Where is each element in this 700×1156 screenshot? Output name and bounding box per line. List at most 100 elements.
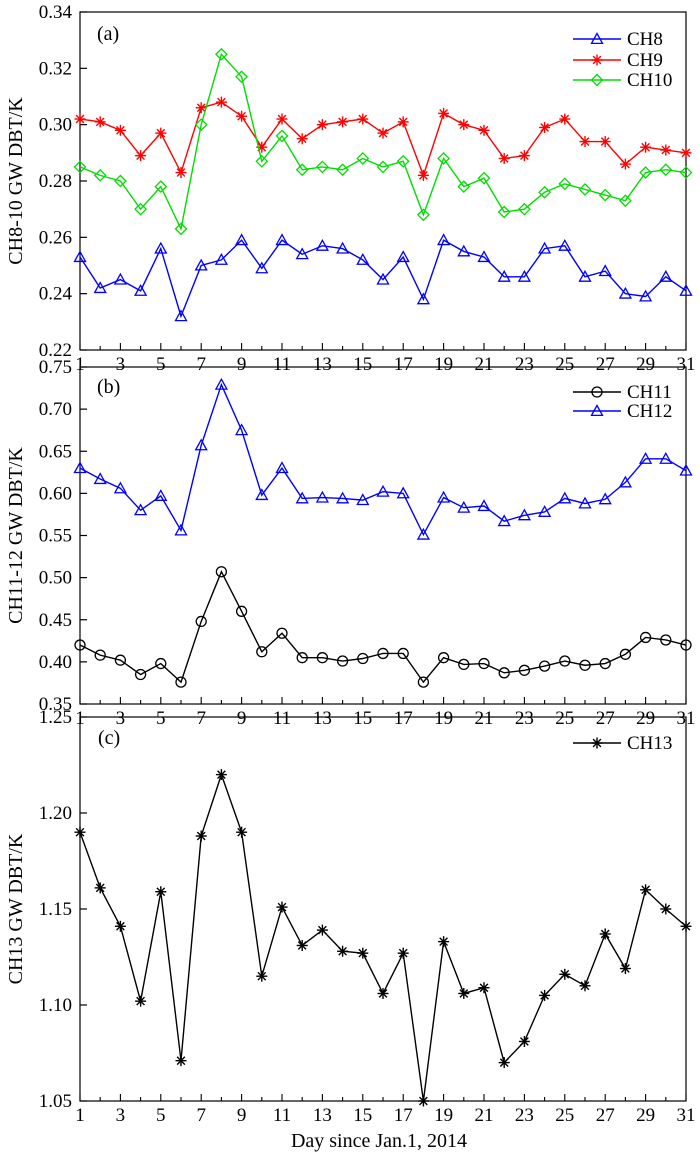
series-CH12-line: [79, 382, 687, 537]
series-CH9-point: [498, 152, 510, 164]
series-CH10-point: [154, 180, 168, 194]
series-CH11-point: [74, 639, 86, 651]
series-CH13-point: [256, 970, 268, 982]
series-CH9-point: [438, 107, 450, 119]
series-CH8-point: [659, 269, 673, 282]
series-CH11-point: [498, 667, 510, 679]
legend-CH11: CH11: [573, 382, 672, 403]
series-CH12-point: [436, 490, 451, 503]
panel-1-xtick-label: 19: [434, 708, 453, 729]
series-CH13-point: [195, 830, 207, 842]
panel-1-ytick-label: 0.50: [39, 568, 72, 589]
series-CH8-point: [255, 261, 269, 274]
series-CH9-point: [135, 150, 147, 162]
series-CH11-point: [518, 664, 531, 676]
panel-2-ytick-label: 1.20: [39, 803, 72, 824]
series-CH9-line: [79, 101, 687, 178]
series-CH12-point: [598, 492, 612, 505]
panel-0-ytick-label: 0.34: [39, 2, 73, 23]
series-CH10-point: [477, 171, 491, 185]
series-CH12-point: [618, 475, 633, 488]
series-CH13-point: [276, 901, 288, 913]
series-CH11-point: [437, 652, 450, 664]
series-CH9-point: [74, 113, 86, 125]
series-CH13-point: [640, 884, 652, 896]
panel-1-xtick-label: 15: [353, 708, 372, 729]
series-CH10-point: [214, 47, 228, 61]
series-CH10-point: [194, 118, 208, 132]
series-CH8-point: [436, 233, 451, 246]
series-CH11: [74, 566, 692, 688]
panel-2-xtick-label: 25: [555, 1105, 574, 1126]
panel-0-xtick-label: 11: [273, 354, 291, 375]
series-CH9-point: [195, 102, 207, 114]
series-CH13-point: [74, 826, 86, 838]
series-CH9-point: [640, 141, 652, 153]
panel-0-ylabel: CH8-10 GW DBT/K: [5, 97, 27, 265]
series-CH9-point: [397, 116, 409, 128]
legend-CH8: CH8: [573, 29, 663, 50]
series-CH12-point: [154, 489, 168, 501]
series-CH12-point: [315, 490, 330, 503]
legend-CH10-label: CH10: [627, 70, 672, 91]
panel-1-ytick-label: 0.45: [39, 610, 72, 631]
series-CH11-point: [660, 634, 672, 646]
panel-1-xtick-label: 7: [196, 708, 206, 729]
series-CH11-point: [579, 659, 591, 671]
series-CH13-point: [559, 968, 571, 980]
panel-0-xtick-label: 3: [116, 354, 126, 375]
panel-2-xtick-label: 1: [75, 1105, 85, 1126]
series-CH12-point: [376, 484, 390, 497]
legend-CH9-marker: [591, 54, 603, 66]
panel-2-xtick-label: 3: [116, 1105, 126, 1126]
panel-2-xtick-label: 7: [196, 1105, 206, 1126]
series-CH9-point: [175, 167, 187, 179]
panel-2-xtick-label: 19: [434, 1105, 453, 1126]
series-CH10-point: [336, 163, 350, 177]
panel-0-xtick-label: 27: [596, 354, 615, 375]
legend-CH12-marker: [590, 404, 604, 417]
series-CH11-point: [538, 660, 551, 672]
series-CH8-point: [275, 233, 289, 246]
series-CH12-point: [578, 496, 592, 509]
series-CH10-point: [376, 160, 390, 174]
series-CH10-point: [457, 180, 471, 194]
series-CH9-point: [276, 113, 288, 125]
series-CH13-point: [438, 936, 450, 948]
series-CH13-point: [599, 928, 611, 940]
panel-2-xtick-label: 5: [156, 1105, 166, 1126]
series-CH11-point: [680, 639, 692, 651]
series-CH9-point: [417, 169, 429, 181]
series-CH12-point: [275, 461, 289, 474]
series-CH8-point: [578, 269, 592, 282]
panel-0: 0.220.240.260.280.300.320.341 3 5 7 9 11 13 15 1…: [5, 2, 696, 375]
panel-1-ytick-label: 0.55: [39, 526, 72, 547]
panel-1-xtick-label: 21: [475, 708, 494, 729]
panel-1-xtick-label: 9: [237, 708, 247, 729]
panel-0-xtick-label: 7: [196, 354, 206, 375]
series-CH8-point: [497, 269, 511, 282]
panel-0-ytick-label: 0.30: [39, 115, 72, 136]
panel-1-xtick-label: 5: [156, 708, 166, 729]
series-CH12-point: [558, 491, 572, 504]
series-CH8-point: [537, 241, 552, 254]
legend-CH11-marker: [591, 386, 603, 398]
legend-CH13-marker: [591, 737, 603, 749]
panel-2-xtick-label: 29: [636, 1105, 655, 1126]
panel-2-xtick-label: 21: [475, 1105, 494, 1126]
series-CH12-point: [93, 472, 107, 485]
series-CH9-point: [357, 113, 369, 125]
series-CH12-point: [457, 500, 471, 513]
series-CH8-point: [618, 286, 633, 299]
series-CH10-point: [134, 202, 148, 216]
panel-1-ytick-label: 0.40: [39, 652, 72, 673]
series-CH9-point: [296, 133, 308, 145]
series-CH12-point: [174, 523, 188, 536]
series-CH12-point: [194, 438, 208, 451]
series-CH10-point: [598, 188, 612, 202]
series-CH12-point: [234, 423, 249, 436]
series-CH11-point: [94, 649, 106, 661]
series-CH10-point: [517, 202, 531, 216]
panel-1-ylabel: CH11-12 GW DBT/K: [5, 447, 27, 624]
series-CH11-point: [155, 657, 167, 670]
